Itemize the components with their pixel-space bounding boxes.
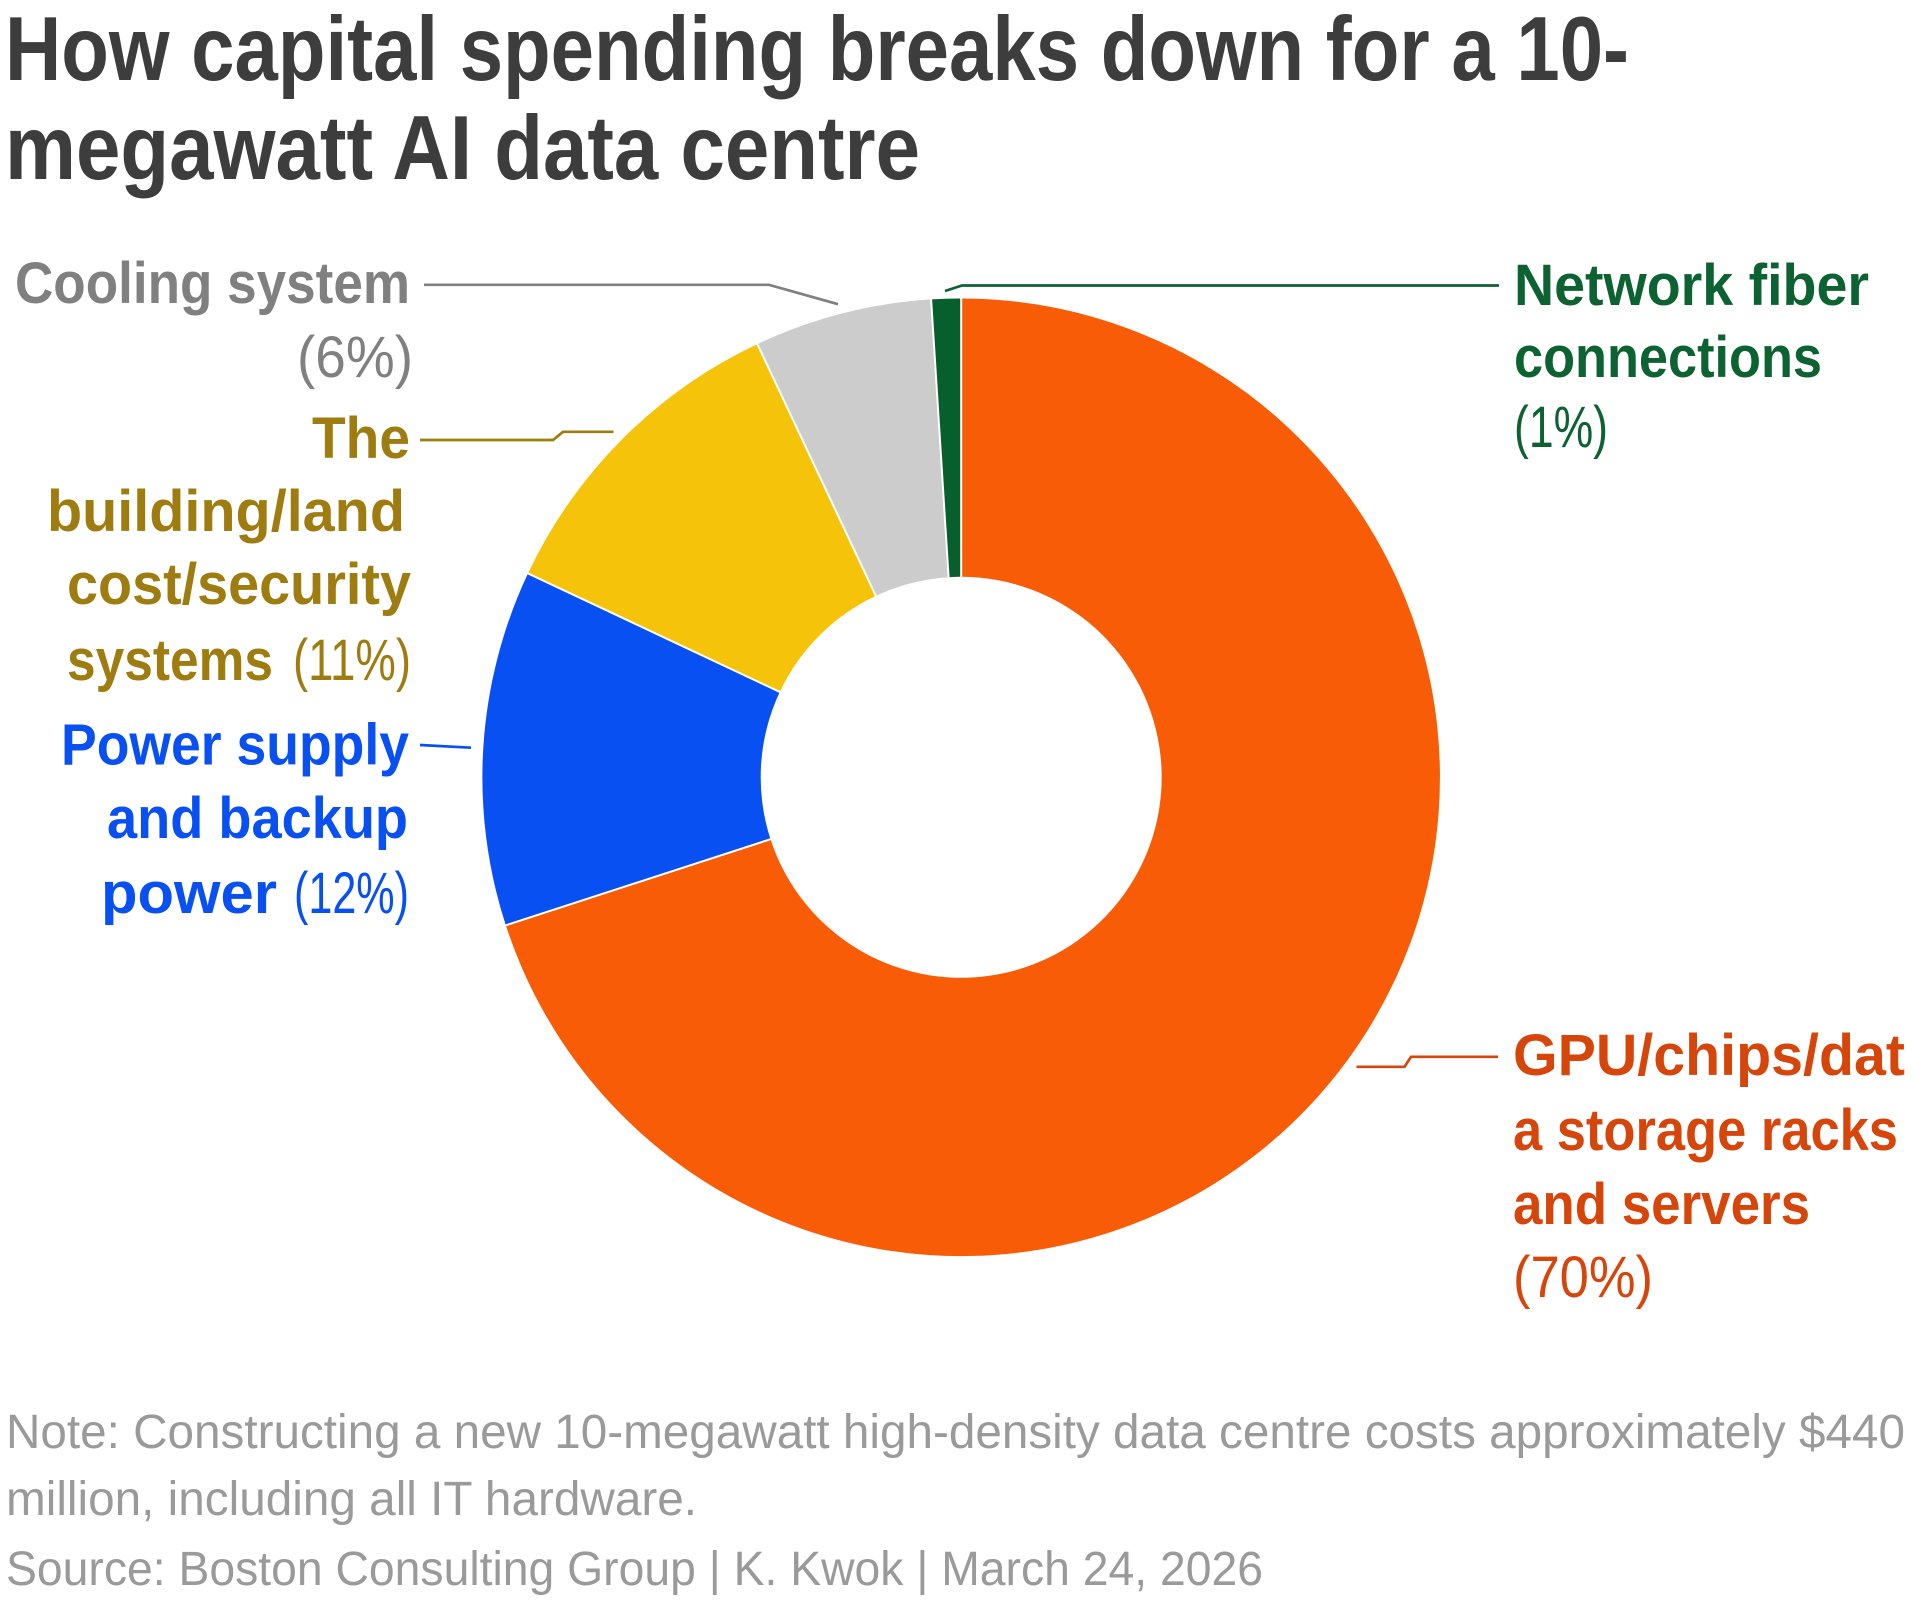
svg-text:power: power: [101, 861, 277, 926]
svg-text:million, including all IT hard: million, including all IT hardware.: [6, 1473, 697, 1526]
svg-text:systems: systems: [67, 628, 273, 693]
svg-text:How capital spending breaks do: How capital spending breaks down for a 1…: [5, 0, 1629, 100]
svg-text:(12%): (12%): [294, 861, 409, 926]
svg-text:(11%): (11%): [293, 628, 411, 693]
svg-text:building/land: building/land: [47, 479, 405, 544]
svg-text:Note: Constructing a new 10-me: Note: Constructing a new 10-megawatt hig…: [6, 1406, 1905, 1459]
svg-text:Power supply: Power supply: [61, 713, 409, 778]
svg-text:connections: connections: [1514, 325, 1822, 390]
svg-text:a storage racks: a storage racks: [1513, 1098, 1898, 1163]
svg-text:Cooling system: Cooling system: [15, 251, 410, 316]
svg-text:The: The: [312, 406, 410, 471]
svg-text:(1%): (1%): [1514, 395, 1608, 460]
svg-text:(70%): (70%): [1513, 1245, 1653, 1310]
svg-text:megawatt AI data centre: megawatt AI data centre: [5, 98, 920, 199]
svg-text:Source: Boston Consulting Grou: Source: Boston Consulting Group | K. Kwo…: [6, 1543, 1263, 1596]
svg-text:cost/security: cost/security: [67, 552, 411, 617]
svg-text:GPU/chips/dat: GPU/chips/dat: [1513, 1023, 1905, 1088]
svg-text:and backup: and backup: [107, 786, 408, 851]
svg-text:Network fiber: Network fiber: [1514, 253, 1869, 318]
svg-text:(6%): (6%): [297, 325, 413, 390]
svg-text:and servers: and servers: [1513, 1172, 1810, 1237]
